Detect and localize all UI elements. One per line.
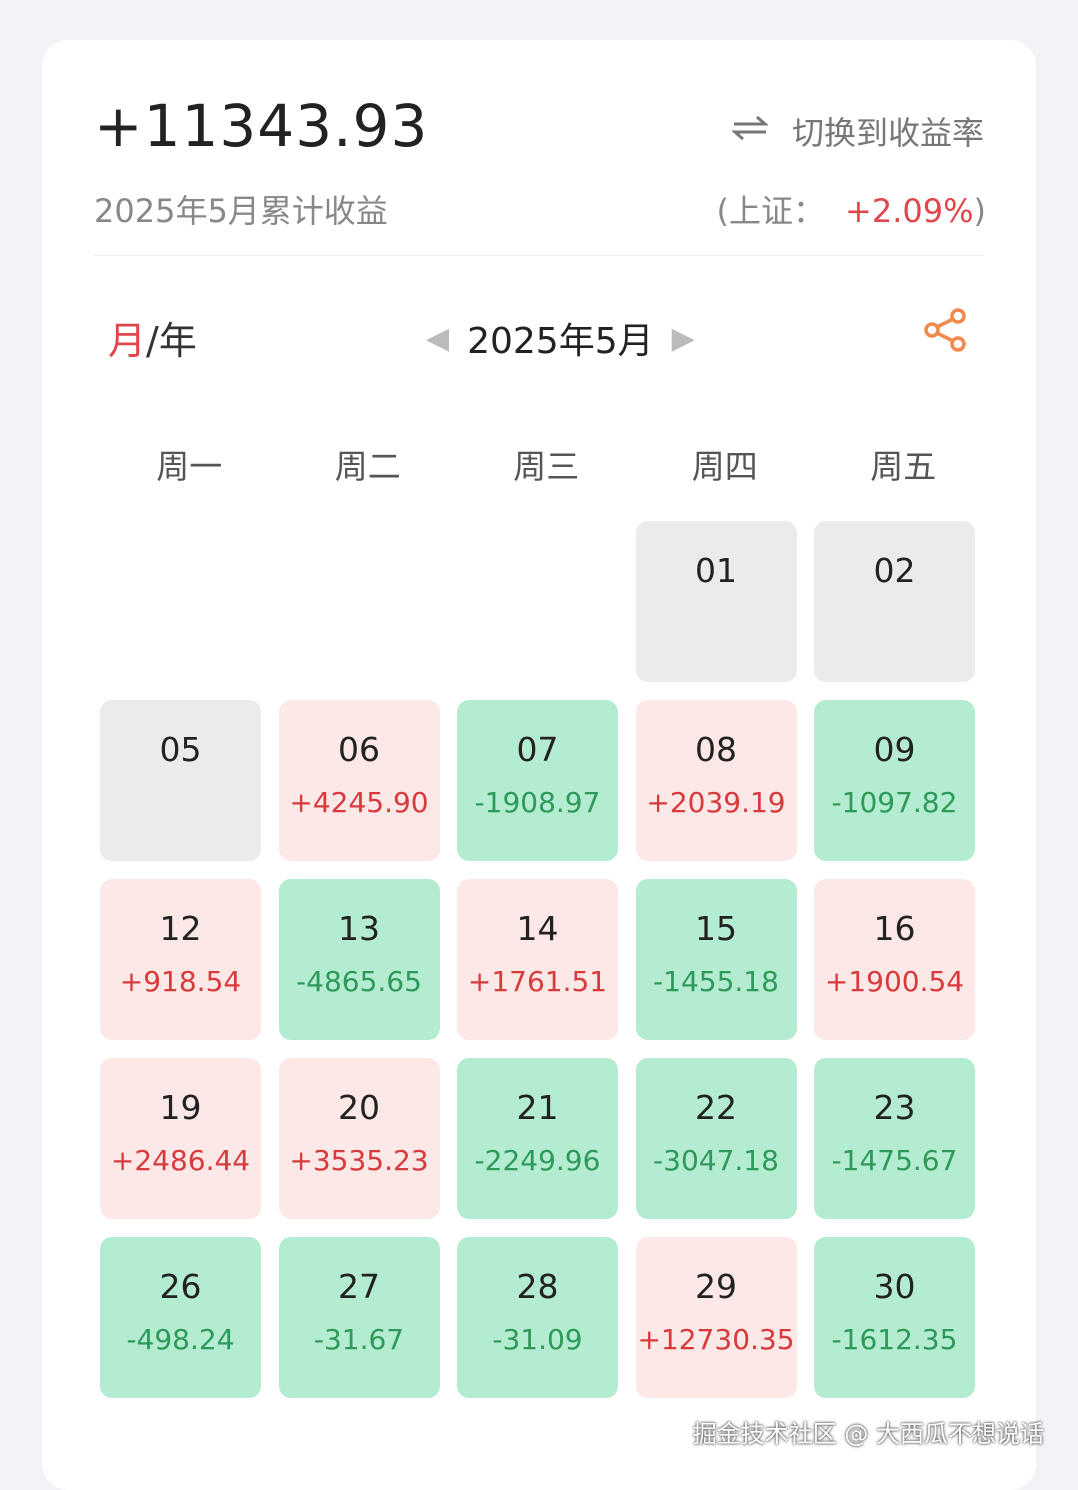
day-number: 07 xyxy=(516,730,559,769)
day-profit: -31.09 xyxy=(492,1323,583,1356)
day-number: 19 xyxy=(159,1088,202,1127)
day-profit: +918.54 xyxy=(119,965,242,998)
day-number: 29 xyxy=(695,1267,737,1306)
day-cell[interactable]: 23 -1475.67 xyxy=(814,1058,975,1219)
profit-calendar-card: +11343.93 2025年5月累计收益 切换到收益率 (上证： +2.09%)… xyxy=(42,40,1036,1490)
index-label: (上证： xyxy=(716,192,826,230)
day-profit: +12730.35 xyxy=(637,1323,795,1356)
day-cell[interactable]: 28 -31.09 xyxy=(457,1237,618,1398)
day-number: 16 xyxy=(873,909,916,948)
day-number: 30 xyxy=(873,1267,916,1306)
mode-month[interactable]: 月 xyxy=(108,319,147,363)
day-number: 05 xyxy=(159,730,202,769)
day-number: 01 xyxy=(695,551,737,590)
swap-arrows-icon xyxy=(730,112,769,150)
watermark: 掘金技术社区 @ 大西瓜不想说话 xyxy=(692,1420,1044,1448)
total-profit: +11343.93 xyxy=(94,92,429,160)
day-number: 02 xyxy=(873,551,916,590)
day-profit: -31.67 xyxy=(313,1323,405,1356)
day-number: 28 xyxy=(516,1267,559,1306)
day-number: 15 xyxy=(695,909,737,948)
day-profit: -1908.97 xyxy=(474,786,601,819)
day-cell[interactable]: 21 -2249.96 xyxy=(457,1058,618,1219)
day-profit: +1761.51 xyxy=(467,965,608,998)
weekday-label: 周四 xyxy=(691,447,758,486)
day-profit: +2486.44 xyxy=(110,1144,251,1177)
day-number: 22 xyxy=(695,1088,737,1127)
index-comparison: (上证： +2.09%) xyxy=(717,186,986,232)
next-month-icon[interactable]: ▶ xyxy=(671,320,695,356)
day-profit: -2249.96 xyxy=(474,1144,601,1177)
day-number: 21 xyxy=(516,1088,559,1127)
switch-to-rate-button[interactable]: 切换到收益率 xyxy=(730,108,984,154)
day-number: 12 xyxy=(159,909,202,948)
day-cell[interactable]: 09 -1097.82 xyxy=(814,700,975,861)
day-cell[interactable]: 02 xyxy=(814,521,975,682)
mode-toggle: 月/年 xyxy=(108,310,197,365)
day-profit: +2039.19 xyxy=(646,786,786,819)
day-cell[interactable]: 29 +12730.35 xyxy=(635,1237,797,1398)
day-cell[interactable]: 26 -498.24 xyxy=(100,1237,261,1398)
day-number: 27 xyxy=(338,1267,380,1306)
day-cell[interactable]: 07 -1908.97 xyxy=(457,700,618,861)
day-profit: -498.24 xyxy=(126,1323,235,1356)
day-number: 14 xyxy=(516,909,559,948)
weekday-label: 周一 xyxy=(156,447,223,486)
empty-cell xyxy=(279,521,440,682)
weekday-label: 周五 xyxy=(870,447,937,486)
day-profit: -3047.18 xyxy=(653,1144,779,1177)
day-profit: +1900.54 xyxy=(824,965,965,998)
day-cell[interactable]: 20 +3535.23 xyxy=(278,1058,440,1219)
day-profit: +4245.90 xyxy=(289,786,429,819)
calendar-grid: 01 02 05 06 +4245.90 07 -1908.97 08 +2039.19 09 -1… xyxy=(100,521,975,1398)
prev-month-icon[interactable]: ◀ xyxy=(426,320,450,356)
day-number: 09 xyxy=(873,730,916,769)
mode-separator: / xyxy=(146,319,159,363)
day-cell[interactable]: 22 -3047.18 xyxy=(635,1058,797,1219)
month-navigator: ◀ 2025年5月 ▶ xyxy=(426,312,695,364)
day-number: 13 xyxy=(338,909,380,948)
switch-label: 切换到收益率 xyxy=(791,114,984,152)
day-profit: -1612.35 xyxy=(831,1323,958,1356)
weekday-header: 周一 周二 周三 周四 周五 xyxy=(100,440,993,488)
day-cell[interactable]: 15 -1455.18 xyxy=(635,879,797,1040)
day-cell[interactable]: 05 xyxy=(100,700,261,861)
day-profit: -1455.18 xyxy=(653,965,779,998)
weekday-label: 周二 xyxy=(334,447,401,486)
day-profit: +3535.23 xyxy=(289,1144,429,1177)
day-number: 06 xyxy=(338,730,380,769)
empty-cell xyxy=(100,521,261,682)
index-suffix: ) xyxy=(973,192,986,230)
day-number: 20 xyxy=(338,1088,380,1127)
day-cell[interactable]: 08 +2039.19 xyxy=(635,700,797,861)
day-cell[interactable]: 13 -4865.65 xyxy=(278,879,440,1040)
day-cell[interactable]: 16 +1900.54 xyxy=(814,879,975,1040)
day-cell[interactable]: 27 -31.67 xyxy=(278,1237,440,1398)
day-number: 23 xyxy=(873,1088,916,1127)
day-cell[interactable]: 19 +2486.44 xyxy=(100,1058,261,1219)
day-profit: -1475.67 xyxy=(831,1144,958,1177)
mode-year[interactable]: 年 xyxy=(158,319,197,363)
empty-cell xyxy=(457,521,618,682)
weekday-label: 周三 xyxy=(513,447,580,486)
day-profit: -4865.65 xyxy=(296,965,422,998)
index-value: +2.09% xyxy=(845,192,974,230)
total-profit-label: 2025年5月累计收益 xyxy=(94,192,388,230)
day-cell[interactable]: 30 -1612.35 xyxy=(814,1237,975,1398)
day-cell[interactable]: 12 +918.54 xyxy=(100,879,261,1040)
divider xyxy=(94,255,984,256)
day-cell[interactable]: 01 xyxy=(635,521,797,682)
current-month: 2025年5月 xyxy=(467,321,654,362)
day-profit: -1097.82 xyxy=(831,786,958,819)
day-number: 08 xyxy=(695,730,737,769)
day-cell[interactable]: 14 +1761.51 xyxy=(457,879,618,1040)
day-cell[interactable]: 06 +4245.90 xyxy=(278,700,440,861)
day-number: 26 xyxy=(159,1267,202,1306)
share-icon[interactable] xyxy=(922,306,970,358)
